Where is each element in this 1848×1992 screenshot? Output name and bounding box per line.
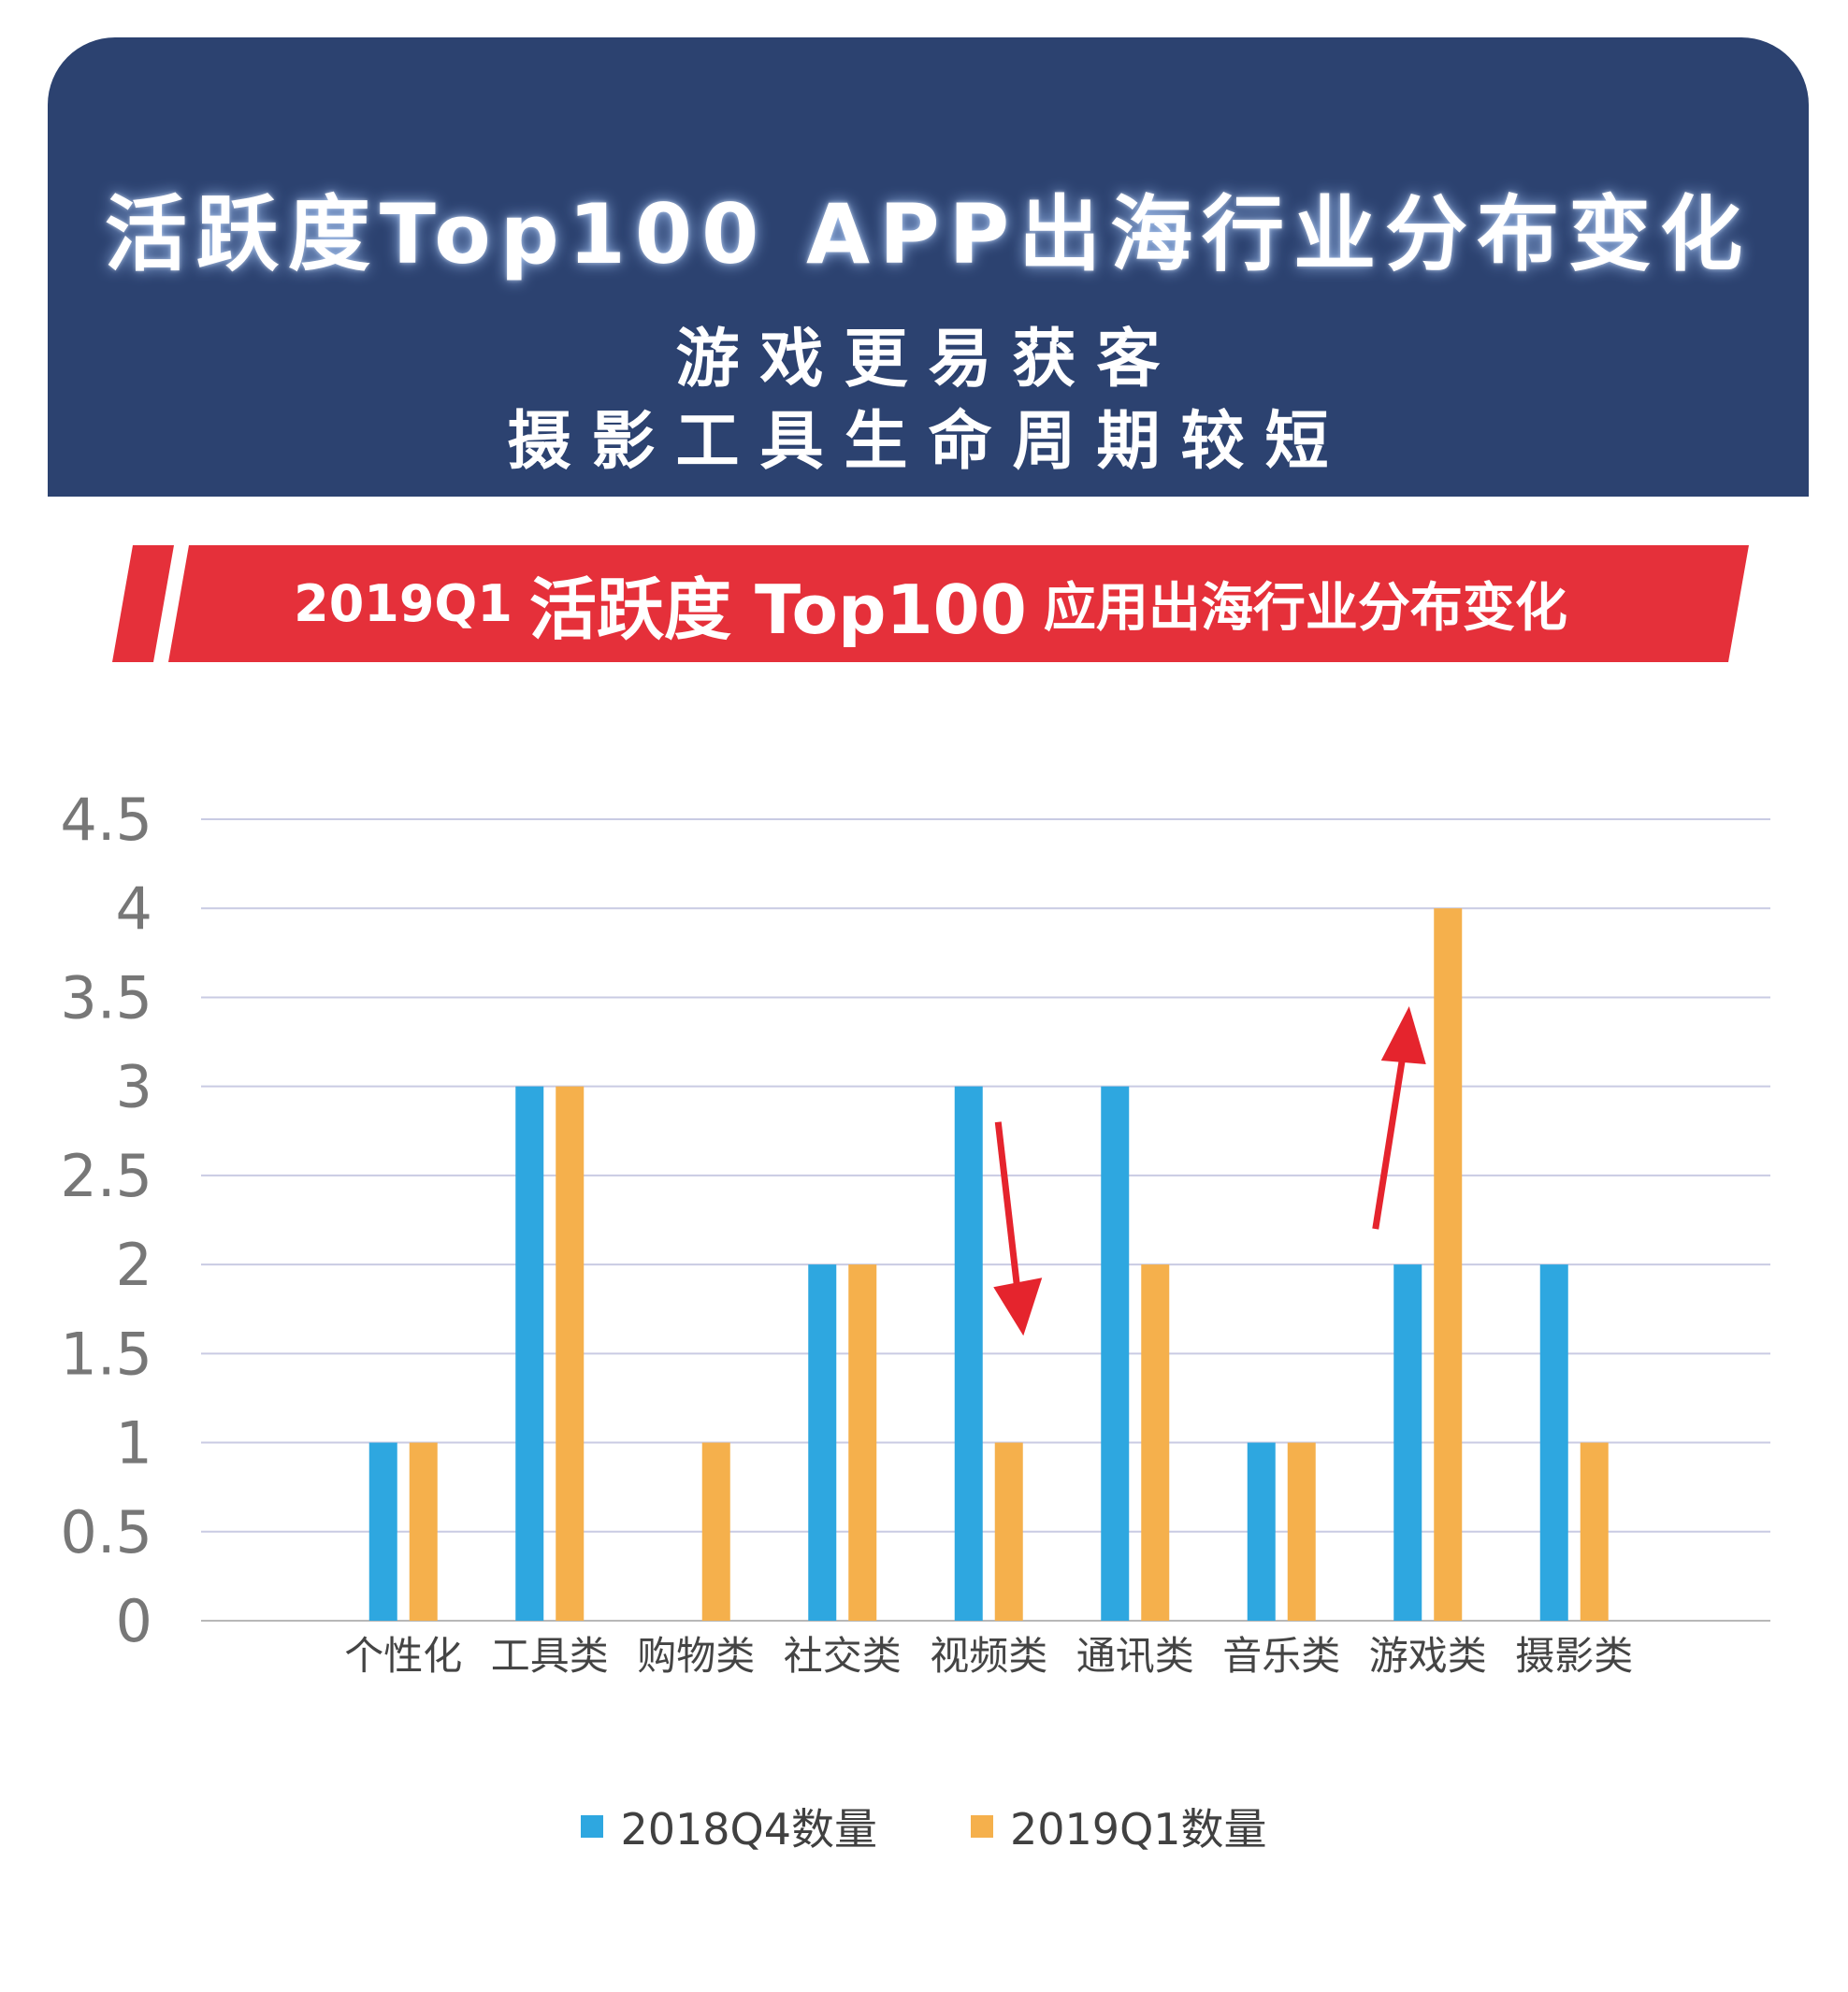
bar <box>515 1086 544 1621</box>
bar <box>994 1442 1023 1621</box>
legend-label-2019q1: 2019Q1数量 <box>1010 1804 1267 1855</box>
bar <box>1580 1442 1609 1621</box>
x-tick-label: 社交类 <box>784 1633 902 1679</box>
y-tick-label: 3.5 <box>60 963 152 1032</box>
chart-title-banner <box>112 545 1749 662</box>
header-panel: 活跃度Top100 APP出海行业分布变化 游戏更易获客 摄影工具生命周期较短 <box>48 37 1809 497</box>
legend-label-2018q4: 2018Q4数量 <box>620 1804 877 1855</box>
y-tick-label: 2.5 <box>60 1142 152 1210</box>
banner-text: 2019Q1 活跃度 Top100 应用出海行业分布变化 <box>112 545 1749 662</box>
trend-arrow-down-head <box>993 1277 1043 1336</box>
header-subtitle-1: 游戏更易获客 <box>675 323 1181 397</box>
bar-chart: 0 0.5 1 1.5 2 2.5 3 3.5 4 4.5 个性化 工具类 购物类 社交类 视频类 通讯类 音乐… <box>60 786 1770 1679</box>
bar <box>808 1264 837 1621</box>
x-tick-label: 个性化 <box>344 1633 462 1679</box>
legend-item-2019q1: 2019Q1数量 <box>971 1796 1267 1857</box>
y-tick-label: 1 <box>116 1409 152 1478</box>
bar <box>1434 908 1463 1621</box>
y-tick-label: 0.5 <box>60 1498 152 1566</box>
banner-period: 2019Q1 <box>294 574 513 633</box>
banner-description: 应用出海行业分布变化 <box>1043 578 1567 639</box>
y-tick-label: 1.5 <box>60 1320 152 1388</box>
trend-arrow-down-shaft <box>994 1121 1021 1293</box>
bar <box>1247 1442 1276 1621</box>
bar <box>1539 1264 1568 1621</box>
bar <box>1101 1086 1130 1621</box>
banner-stripe <box>112 545 174 662</box>
x-tick-label: 通讯类 <box>1076 1633 1194 1679</box>
bar <box>1287 1442 1316 1621</box>
bar <box>556 1086 585 1621</box>
header-title: 活跃度Top100 APP出海行业分布变化 <box>104 186 1753 282</box>
y-tick-label: 3 <box>116 1053 152 1121</box>
legend-swatch-2019q1 <box>971 1815 993 1838</box>
y-tick-label: 4.5 <box>60 786 152 854</box>
x-tick-label: 游戏类 <box>1369 1633 1487 1679</box>
x-tick-label: 视频类 <box>930 1633 1047 1679</box>
bar <box>1393 1264 1422 1621</box>
y-tick-label: 2 <box>116 1231 152 1299</box>
header-subtitle-2: 摄影工具生命周期较短 <box>507 405 1350 479</box>
bar <box>701 1442 730 1621</box>
banner-body <box>168 545 1749 662</box>
bar <box>848 1264 877 1621</box>
y-tick-label: 0 <box>116 1587 152 1655</box>
trend-arrow-up-head <box>1380 1005 1426 1064</box>
bar <box>954 1086 983 1621</box>
legend-item-2018q4: 2018Q4数量 <box>581 1796 877 1857</box>
bar <box>1141 1264 1170 1621</box>
chart-legend: 2018Q4数量 2019Q1数量 <box>0 1796 1848 1857</box>
y-tick-label: 4 <box>116 874 152 943</box>
trend-arrow-up-shaft <box>1372 1050 1408 1230</box>
bar <box>368 1442 397 1621</box>
x-tick-label: 购物类 <box>637 1633 755 1679</box>
banner-metric: 活跃度 Top100 <box>528 570 1027 649</box>
x-tick-label: 摄影类 <box>1515 1633 1633 1679</box>
x-tick-label: 工具类 <box>491 1633 609 1679</box>
bar <box>409 1442 438 1621</box>
x-tick-label: 音乐类 <box>1222 1633 1340 1679</box>
legend-swatch-2018q4 <box>581 1815 604 1838</box>
